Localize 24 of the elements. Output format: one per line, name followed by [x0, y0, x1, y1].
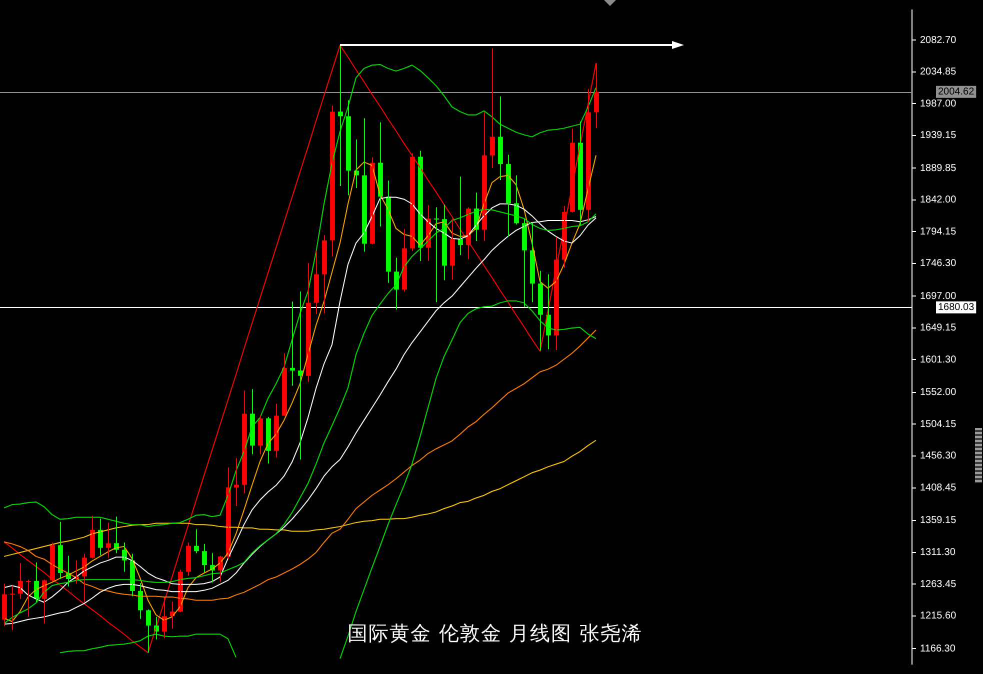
ref-line-label: 1680.03 — [938, 302, 975, 314]
y-tick-label: 1746.30 — [920, 258, 957, 270]
y-tick-label: 1697.00 — [920, 290, 957, 302]
y-tick-label: 2082.70 — [920, 34, 957, 46]
y-tick-label: 1842.00 — [920, 194, 957, 206]
y-tick-label: 1601.30 — [920, 354, 957, 366]
text: 国际黄金 伦敦金 月线图 张尧浠 — [347, 620, 643, 647]
y-tick-label: 1939.15 — [920, 130, 957, 142]
y-tick-label: 1552.00 — [920, 387, 957, 398]
y-tick-label: 2034.85 — [920, 66, 957, 78]
y-tick-label: 1889.85 — [920, 162, 957, 174]
y-tick-label: 1456.30 — [920, 450, 957, 462]
y-tick-label: 1649.15 — [920, 322, 957, 334]
y-tick-label: 1166.30 — [920, 643, 956, 654]
y-tick-label: 1215.60 — [920, 610, 957, 622]
y-tick-label: 1311.30 — [920, 547, 956, 558]
candlestick — [234, 458, 239, 506]
y-tick-label: 1408.45 — [920, 482, 957, 494]
y-tick-label: 1359.15 — [920, 515, 957, 526]
ref-line-label: 2004.62 — [938, 86, 975, 98]
y-tick-label: 1504.15 — [920, 418, 957, 430]
y-tick-label: 1794.15 — [920, 226, 957, 238]
y-tick-label: 1987.00 — [920, 98, 957, 110]
y-tick-label: 1263.45 — [920, 578, 957, 590]
